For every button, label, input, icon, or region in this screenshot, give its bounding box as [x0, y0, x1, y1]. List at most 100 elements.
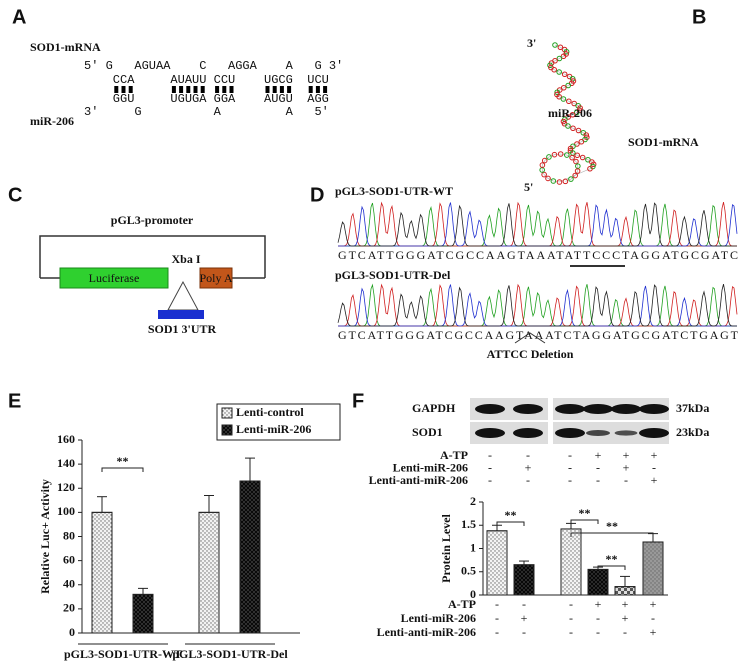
deletion-mark	[514, 332, 546, 344]
sig-label: **	[606, 552, 618, 566]
condition-sign: +	[650, 625, 657, 639]
condition-sign: -	[596, 473, 600, 487]
condition-sign: +	[521, 611, 528, 625]
y-axis-label: Relative Luc+ Activity	[38, 479, 52, 594]
condition-sign: -	[526, 473, 530, 487]
x-tick-label: pGL3-SOD1-UTR-WT	[64, 647, 182, 661]
sig-label: **	[606, 519, 618, 533]
condition-sign: -	[568, 448, 572, 462]
blot	[470, 398, 669, 444]
nucleotide	[556, 179, 563, 185]
base-pair	[193, 86, 198, 93]
condition-sign: +	[650, 597, 657, 611]
sig-bracket	[570, 532, 654, 537]
y-tick-label: 0.5	[461, 564, 476, 578]
band	[475, 428, 505, 438]
condition-sign: -	[495, 597, 499, 611]
polya-name: Poly A	[199, 271, 232, 285]
condition-sign: -	[522, 625, 526, 639]
nucleotide	[567, 145, 574, 152]
bar-texture	[560, 528, 582, 596]
bar-texture	[239, 480, 261, 634]
condition-sign: +	[651, 473, 658, 487]
bar-texture	[587, 568, 609, 596]
y-tick-label: 140	[57, 456, 75, 470]
condition-sign: -	[569, 625, 573, 639]
nucleotide	[551, 151, 558, 158]
nucleotide	[568, 176, 574, 182]
alignment-row: 5' G AGUAA C AGGA A G 3'	[84, 59, 343, 73]
bar-texture	[91, 511, 113, 634]
y-tick-label: 2	[470, 494, 476, 508]
nucleotide	[560, 53, 567, 60]
condition-sign: +	[623, 448, 630, 462]
error-bar	[97, 496, 107, 513]
sig-label: **	[505, 508, 517, 522]
band	[583, 404, 613, 414]
nucleotide	[572, 172, 578, 179]
nucleotide	[565, 123, 571, 129]
deletion-label: ATTCC Deletion	[487, 347, 574, 361]
mrna-label: SOD1-mRNA	[30, 40, 101, 54]
vector-name: pGL3-promoter	[111, 213, 194, 227]
nucleotide	[574, 168, 581, 174]
nucleotide	[560, 96, 567, 102]
bar-texture	[486, 530, 508, 596]
condition-sign: -	[596, 625, 600, 639]
condition-sign: -	[568, 460, 572, 474]
base-pair	[179, 86, 184, 93]
base-pair	[323, 86, 328, 93]
error-bar	[245, 457, 255, 482]
sig-bracket	[496, 521, 525, 526]
x-tick-label: pGL3-SOD1-UTR-Del	[172, 647, 288, 661]
base-pair	[308, 86, 313, 93]
nucleotide	[573, 158, 579, 165]
band	[513, 428, 543, 438]
sig-label: **	[579, 506, 591, 520]
nucleotide	[557, 151, 564, 157]
y-tick-label: 60	[63, 552, 75, 566]
trace	[338, 201, 737, 247]
legend-swatch-texture	[221, 407, 233, 419]
bar-texture	[132, 593, 154, 634]
condition-sign: +	[622, 611, 629, 625]
nucleotide	[569, 111, 576, 118]
nucleotide	[569, 154, 575, 161]
condition-sign: -	[569, 597, 573, 611]
panel-c-vector	[39, 235, 266, 319]
band	[586, 430, 610, 436]
error-bar	[519, 560, 529, 565]
nucleotide	[560, 84, 567, 91]
condition-sign: -	[522, 597, 526, 611]
band	[475, 404, 505, 414]
nucleotide	[574, 141, 580, 147]
condition-sign: -	[596, 460, 600, 474]
nucleotide	[562, 178, 569, 185]
sig-label: **	[117, 454, 129, 468]
condition-sign: -	[526, 448, 530, 462]
condition-label: Lenti-anti-miR-206	[377, 625, 476, 639]
condition-sign: +	[595, 448, 602, 462]
y-tick-label: 0	[69, 625, 75, 639]
y-tick-label: 100	[57, 504, 75, 518]
alignment-row: GGU UGUGA GGA AUGU AGG	[84, 92, 329, 106]
error-bar	[138, 587, 148, 595]
base-pair	[272, 86, 277, 93]
condition-sign: -	[623, 625, 627, 639]
nucleotide	[550, 178, 557, 184]
base-pair	[200, 86, 205, 93]
condition-sign: -	[495, 611, 499, 625]
band	[639, 404, 669, 414]
condition-sign: -	[488, 448, 492, 462]
legend-label: Lenti-miR-206	[236, 422, 311, 436]
nucleotide	[556, 55, 563, 62]
panel-label: B	[692, 6, 706, 28]
legend-swatch-texture	[221, 424, 233, 436]
nucleotide	[563, 48, 570, 55]
panel-label: A	[12, 6, 26, 28]
base-pair	[229, 86, 234, 93]
nucleotide	[551, 66, 558, 73]
nucleotide	[539, 162, 546, 168]
base-pair	[279, 86, 284, 93]
